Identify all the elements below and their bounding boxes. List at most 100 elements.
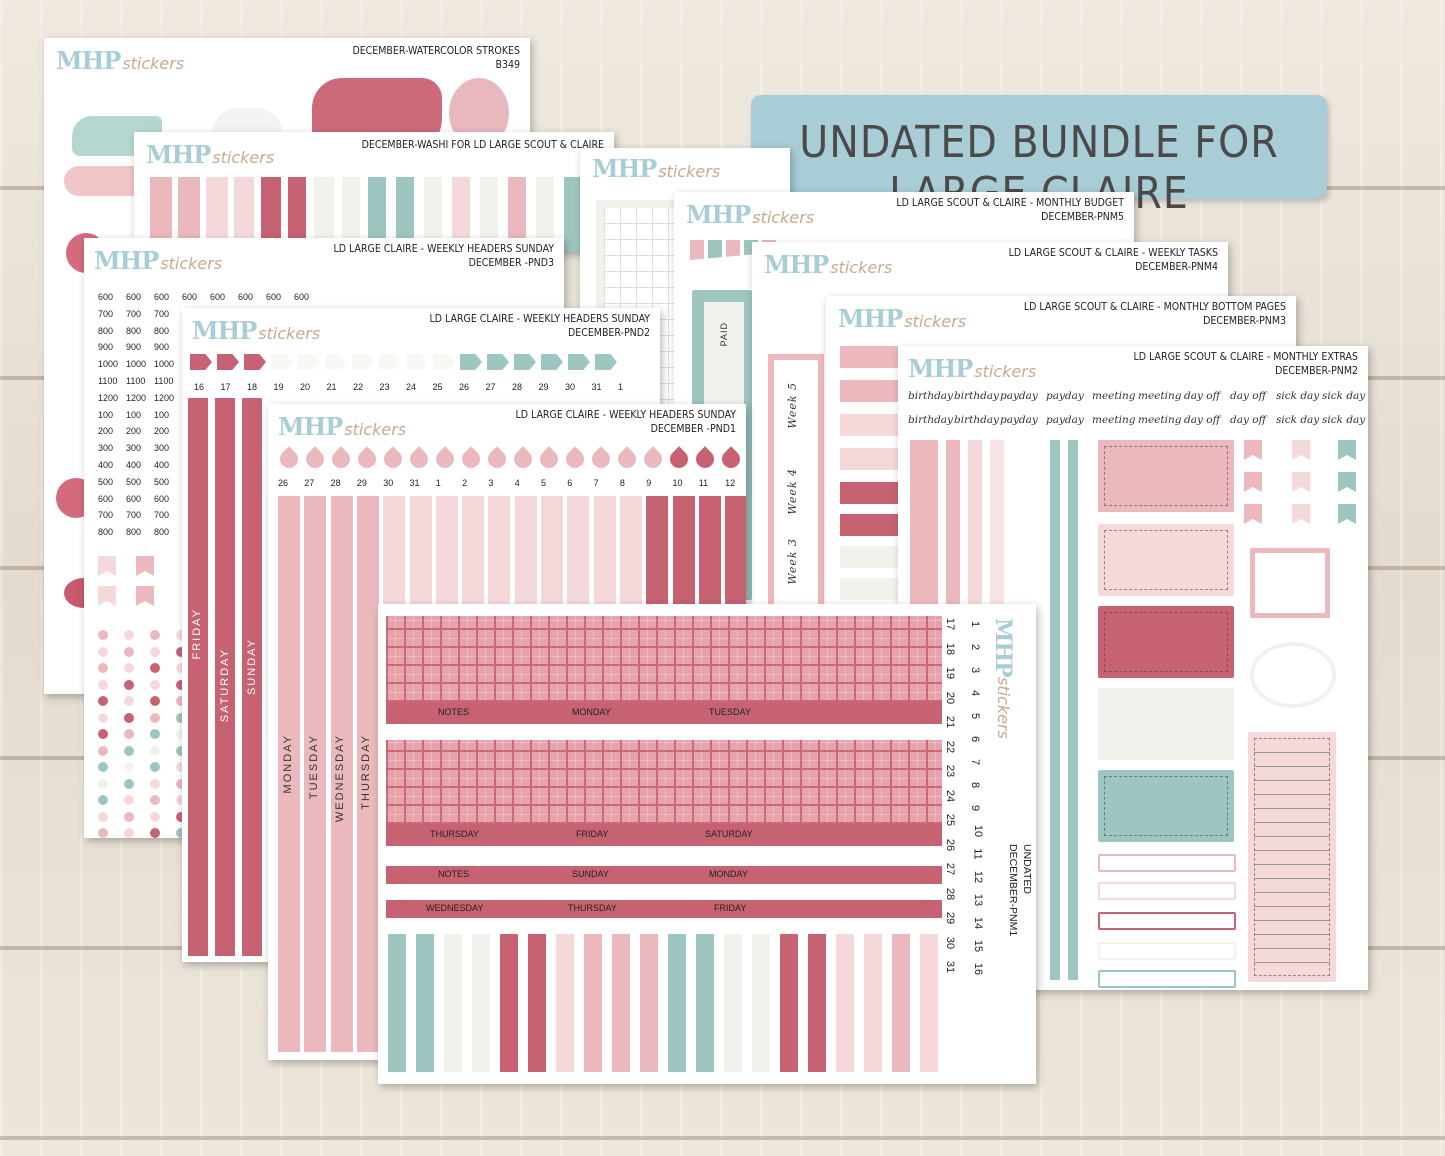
date-number: 17 <box>944 617 957 631</box>
date-drop-sticker <box>276 446 302 472</box>
date-drop-sticker <box>484 446 510 472</box>
brand-logo: MHPstickers <box>990 618 1016 739</box>
tab-strip <box>416 934 434 1072</box>
date-label: 26 <box>278 478 289 488</box>
date-number: 5 <box>969 712 982 720</box>
label-sticker: payday <box>1000 390 1038 402</box>
time-label: 600 <box>154 493 170 504</box>
dot-sticker <box>150 712 160 723</box>
sheet-monthly-undated-pnm1: NOTES MONDAY TUESDAY THURSDAY FRIDAY SATURDA… <box>378 604 1036 1084</box>
dot-sticker <box>176 679 186 690</box>
sheet-title: LD LARGE SCOUT & CLAIRE - MONTHLY BUDGET… <box>896 197 1124 223</box>
date-number: 15 <box>972 939 985 953</box>
date-label: 1 <box>435 478 441 488</box>
dot-sticker <box>98 778 108 789</box>
dot-sticker <box>98 729 108 739</box>
washi-strip <box>356 496 379 1052</box>
time-label: 1000 <box>98 359 119 370</box>
flag-sticker <box>98 556 116 576</box>
date-label: 11 <box>698 478 709 488</box>
time-label: 500 <box>154 476 170 487</box>
tab-strip <box>808 934 826 1072</box>
dot-sticker <box>176 795 186 805</box>
label-sticker: payday <box>1046 414 1084 426</box>
date-drop-sticker <box>354 446 380 472</box>
washi-strip <box>304 496 327 1052</box>
dot-sticker <box>150 663 160 673</box>
dot-sticker <box>150 630 160 640</box>
date-label: 16 <box>194 382 205 392</box>
date-number: 19 <box>944 666 957 680</box>
date-label: 18 <box>247 382 258 392</box>
time-label: 600 <box>238 292 254 302</box>
date-arrow-sticker <box>514 354 536 370</box>
dot-sticker <box>176 811 186 822</box>
time-label: 600 <box>210 292 226 302</box>
day-label-monday: MONDAY <box>282 734 294 794</box>
label-sticker: meeting <box>1138 390 1182 402</box>
dot-sticker <box>98 712 108 723</box>
bundle-title-banner: UNDATED BUNDLE FOR LARGE CLAIRE <box>751 95 1327 219</box>
time-label: 300 <box>126 443 142 454</box>
date-arrow-sticker <box>352 354 374 370</box>
time-label: 400 <box>126 460 142 470</box>
day-band-3: NOTES SUNDAY MONDAY <box>386 866 942 884</box>
time-label: 600 <box>126 493 142 504</box>
date-label: 30 <box>565 382 576 392</box>
date-label: 12 <box>725 478 736 488</box>
dot-sticker <box>124 828 134 838</box>
dot-sticker <box>124 679 134 690</box>
dot-sticker <box>150 828 160 838</box>
tab-strip <box>528 934 546 1072</box>
time-label: 1000 <box>154 359 175 370</box>
label-sticker: birthday <box>954 414 999 426</box>
date-number: 4 <box>969 689 982 697</box>
date-label: 31 <box>409 478 420 488</box>
washi-strip <box>330 496 353 1052</box>
sheet-title: LD LARGE SCOUT & CLAIRE - WEEKLY TASKS DE… <box>1008 247 1218 273</box>
dot-sticker <box>124 778 134 789</box>
date-drop-sticker <box>432 446 458 472</box>
date-label: 23 <box>379 382 390 392</box>
date-number: 18 <box>944 642 957 655</box>
label-sticker: day off <box>1184 414 1221 426</box>
date-number: 12 <box>972 870 985 884</box>
time-label: 700 <box>126 510 142 521</box>
time-label: 300 <box>98 443 114 454</box>
flag-sticker <box>98 586 116 606</box>
time-label: 900 <box>126 342 142 353</box>
date-drop-sticker <box>380 446 406 472</box>
date-label: 9 <box>646 478 652 488</box>
date-arrow-sticker <box>541 354 563 370</box>
time-label: 800 <box>98 527 114 538</box>
time-label: 600 <box>126 292 142 302</box>
date-arrow-sticker <box>298 354 320 370</box>
dot-sticker <box>176 828 186 838</box>
tab-strip <box>780 934 798 1072</box>
dot-sticker <box>124 630 134 640</box>
date-label: 30 <box>383 478 394 488</box>
paid-label: PAID <box>719 322 729 347</box>
dot-sticker <box>176 646 186 657</box>
dot-sticker <box>150 646 160 657</box>
dot-sticker <box>98 762 108 772</box>
date-arrow-sticker <box>379 354 401 370</box>
dot-sticker <box>176 778 186 789</box>
day-band-1: NOTES MONDAY TUESDAY <box>386 702 942 724</box>
label-sticker: birthday <box>954 390 999 402</box>
time-label: 300 <box>154 443 170 454</box>
week-5-label: Week 5 <box>786 382 799 429</box>
date-number: 21 <box>944 715 957 729</box>
label-sticker: sick day <box>1276 390 1320 402</box>
time-label: 700 <box>154 308 170 319</box>
time-label: 1100 <box>98 376 118 386</box>
label-sticker: sick day <box>1276 414 1320 426</box>
date-label: 24 <box>406 382 417 392</box>
date-label: 28 <box>512 382 523 392</box>
date-arrow-sticker <box>217 354 239 370</box>
date-drop-sticker <box>328 446 354 472</box>
date-arrow-sticker <box>244 354 266 370</box>
